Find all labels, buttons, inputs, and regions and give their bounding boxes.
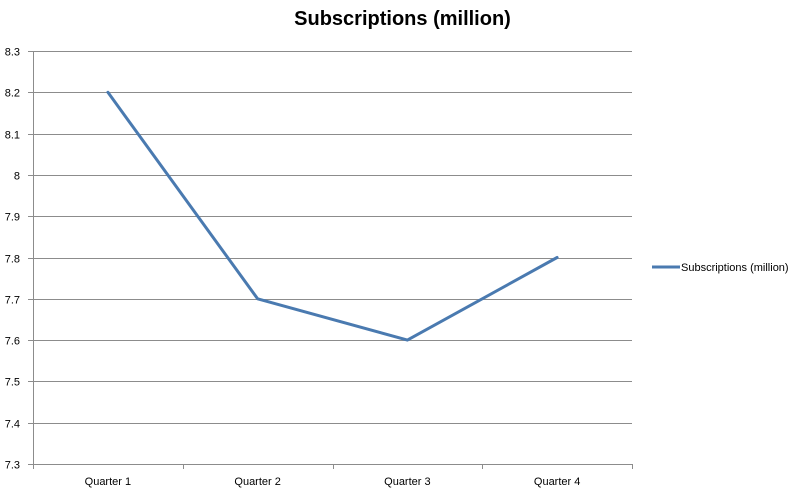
y-tick-label: 7.4 xyxy=(5,419,20,431)
y-tick-label: 8 xyxy=(14,171,20,183)
series-line xyxy=(106,90,559,342)
y-tick-label: 7.5 xyxy=(5,377,20,389)
y-tick-label: 8.1 xyxy=(5,130,20,142)
y-axis-ticks: 7.3 7.4 7.5 7.6 7.7 7.8 7.9 8 8.1 8.2 8.3 xyxy=(5,47,33,472)
x-axis-ticks: Quarter 1 Quarter 2 Quarter 3 Quarter 4 xyxy=(33,464,633,488)
series-layer xyxy=(106,90,559,342)
y-tick-label: 8.3 xyxy=(5,47,20,59)
y-tick-label: 7.8 xyxy=(5,254,20,266)
y-tick-label: 8.2 xyxy=(5,88,20,100)
y-tick-label: 7.3 xyxy=(5,460,20,472)
chart-title: Subscriptions (million) xyxy=(294,8,511,30)
x-tick-label: Quarter 3 xyxy=(384,476,430,488)
x-tick-label: Quarter 4 xyxy=(534,476,580,488)
y-tick-label: 7.9 xyxy=(5,212,20,224)
legend-label: Subscriptions (million) xyxy=(681,262,789,274)
y-tick-label: 7.7 xyxy=(5,295,20,307)
x-tick-label: Quarter 2 xyxy=(234,476,280,488)
y-tick-label: 7.6 xyxy=(5,336,20,348)
legend: Subscriptions (million) xyxy=(652,262,789,274)
x-tick-label: Quarter 1 xyxy=(85,476,131,488)
axes xyxy=(33,51,632,465)
